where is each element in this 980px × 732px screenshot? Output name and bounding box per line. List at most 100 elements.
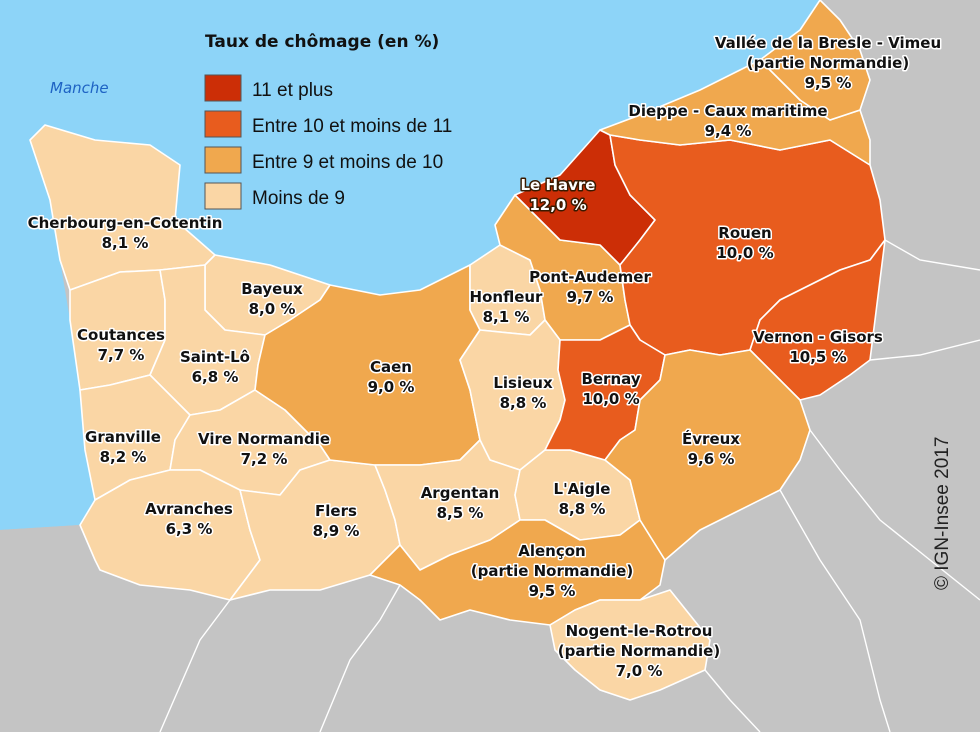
- zone-value: 6,3 %: [166, 520, 213, 538]
- zone-name: Alençon: [518, 542, 585, 560]
- legend-swatch: [204, 182, 242, 210]
- legend-item-3: Entre 9 et moins de 10: [204, 146, 443, 174]
- legend-label: Entre 10 et moins de 11: [252, 116, 452, 137]
- zone-value: 9,4 %: [705, 122, 752, 140]
- zone-label-nogent: Nogent-le-Rotrou (partie Normandie) 7,0 %: [556, 621, 721, 682]
- legend-label: Moins de 9: [252, 188, 345, 209]
- zone-value: 10,0 %: [716, 244, 773, 262]
- legend-label: Entre 9 et moins de 10: [252, 152, 443, 173]
- legend-item-4: Moins de 9: [204, 182, 345, 210]
- zone-name: Avranches: [145, 500, 233, 518]
- zone-value: 9,6 %: [688, 450, 735, 468]
- zone-value: 10,5 %: [789, 348, 846, 366]
- border-line: [884, 239, 980, 271]
- outside-land-sw: [0, 525, 95, 610]
- zone-name: Pont-Audemer: [529, 268, 651, 286]
- legend: Taux de chômage (en %) 11 et plus Entre …: [204, 32, 452, 210]
- zone-value: 7,2 %: [241, 450, 288, 468]
- sea-label: Manche: [50, 79, 109, 97]
- zone-label-pontaudemer: Pont-Audemer 9,7 %: [528, 267, 653, 308]
- zone-value: 12,0 %: [529, 196, 586, 214]
- zone-label-laigle: L'Aigle 8,8 %: [552, 479, 612, 520]
- zone-name: (partie Normandie): [747, 54, 909, 72]
- zone-bresle[interactable]: [759, 0, 871, 121]
- zone-value: 8,1 %: [102, 234, 149, 252]
- zone-label-cherbourg: Cherbourg-en-Cotentin 8,1 %: [26, 213, 224, 254]
- zone-name: Nogent-le-Rotrou: [566, 622, 713, 640]
- zone-nogent[interactable]: [549, 589, 711, 701]
- zone-value: 8,2 %: [100, 448, 147, 466]
- zone-name: Dieppe - Caux maritime: [628, 102, 827, 120]
- zone-label-avranches: Avranches 6,3 %: [144, 499, 235, 540]
- legend-swatch: [204, 146, 242, 174]
- legend-item-1: 11 et plus: [204, 74, 333, 102]
- copyright-text: © IGN-Insee 2017: [932, 437, 953, 590]
- zone-name: L'Aigle: [554, 480, 611, 498]
- zone-name: Vallée de la Bresle - Vimeu: [715, 34, 941, 52]
- zone-name: Lisieux: [493, 374, 553, 392]
- zone-name: Coutances: [77, 326, 165, 344]
- zone-name: (partie Normandie): [471, 562, 633, 580]
- zone-name: Flers: [315, 502, 357, 520]
- zone-label-bresle: Vallée de la Bresle - Vimeu (partie Norma…: [713, 33, 942, 94]
- zone-label-vire: Vire Normandie 7,2 %: [196, 429, 331, 470]
- outside-borders: [159, 239, 980, 732]
- zone-value: 8,5 %: [437, 504, 484, 522]
- legend-title: Taux de chômage (en %): [205, 32, 439, 52]
- zone-label-rouen: Rouen 10,0 %: [715, 223, 775, 264]
- zone-name: Rouen: [718, 224, 771, 242]
- zone-value: 9,0 %: [368, 378, 415, 396]
- zone-value: 7,7 %: [98, 346, 145, 364]
- zone-label-alencon: Alençon (partie Normandie) 9,5 %: [469, 541, 634, 602]
- zone-value: 8,8 %: [500, 394, 547, 412]
- zone-value: 9,7 %: [567, 288, 614, 306]
- zone-labels: Cherbourg-en-Cotentin 8,1 % Bayeux 8,0 % Cou…: [26, 33, 943, 682]
- zone-name: Le Havre: [521, 176, 596, 194]
- zone-label-bayeux: Bayeux 8,0 %: [240, 279, 305, 320]
- zone-value: 10,0 %: [582, 390, 639, 408]
- zone-value: 8,0 %: [249, 300, 296, 318]
- zone-name: Caen: [370, 358, 412, 376]
- zone-vernon[interactable]: [749, 239, 886, 401]
- zone-name: (partie Normandie): [558, 642, 720, 660]
- zone-name: Honfleur: [470, 288, 544, 306]
- zone-value: 7,0 %: [616, 662, 663, 680]
- zone-dieppe[interactable]: [599, 59, 871, 166]
- legend-item-2: Entre 10 et moins de 11: [204, 110, 452, 138]
- legend-swatch: [204, 74, 242, 102]
- zone-value: 9,5 %: [529, 582, 576, 600]
- border-line: [809, 429, 980, 601]
- zone-label-caen: Caen 9,0 %: [366, 357, 416, 398]
- zone-label-saintlo: Saint-Lô 6,8 %: [178, 347, 251, 388]
- zone-label-vernon: Vernon - Gisors 10,5 %: [752, 327, 885, 368]
- zone-label-bernay: Bernay 10,0 %: [580, 369, 642, 410]
- zone-name: Cherbourg-en-Cotentin: [28, 214, 223, 232]
- zone-name: Vire Normandie: [198, 430, 330, 448]
- zone-name: Vernon - Gisors: [753, 328, 883, 346]
- zone-label-flers: Flers 8,9 %: [311, 501, 361, 542]
- zone-label-argentan: Argentan 8,5 %: [419, 483, 501, 524]
- zone-evreux[interactable]: [604, 349, 811, 561]
- zone-name: Argentan: [421, 484, 500, 502]
- zones-layer: [29, 0, 886, 701]
- border-line: [779, 489, 891, 732]
- zone-name: Saint-Lô: [180, 348, 250, 366]
- zone-value: 8,8 %: [559, 500, 606, 518]
- border-line: [869, 339, 980, 361]
- zone-label-granville: Granville 8,2 %: [84, 427, 163, 468]
- zone-label-honfleur: Honfleur 8,1 %: [468, 287, 545, 328]
- zone-label-lisieux: Lisieux 8,8 %: [492, 373, 555, 414]
- zone-label-lehavre: Le Havre 12,0 %: [519, 175, 597, 216]
- legend-swatch: [204, 110, 242, 138]
- border-line: [319, 584, 401, 732]
- zone-value: 6,8 %: [192, 368, 239, 386]
- zone-value: 9,5 %: [805, 74, 852, 92]
- zone-alencon[interactable]: [369, 519, 666, 626]
- zone-name: Granville: [85, 428, 161, 446]
- border-line: [704, 669, 761, 732]
- zone-value: 8,1 %: [483, 308, 530, 326]
- zone-name: Bernay: [581, 370, 640, 388]
- zone-name: Évreux: [682, 429, 740, 448]
- zone-label-dieppe: Dieppe - Caux maritime 9,4 %: [627, 101, 829, 142]
- zone-name: Bayeux: [241, 280, 303, 298]
